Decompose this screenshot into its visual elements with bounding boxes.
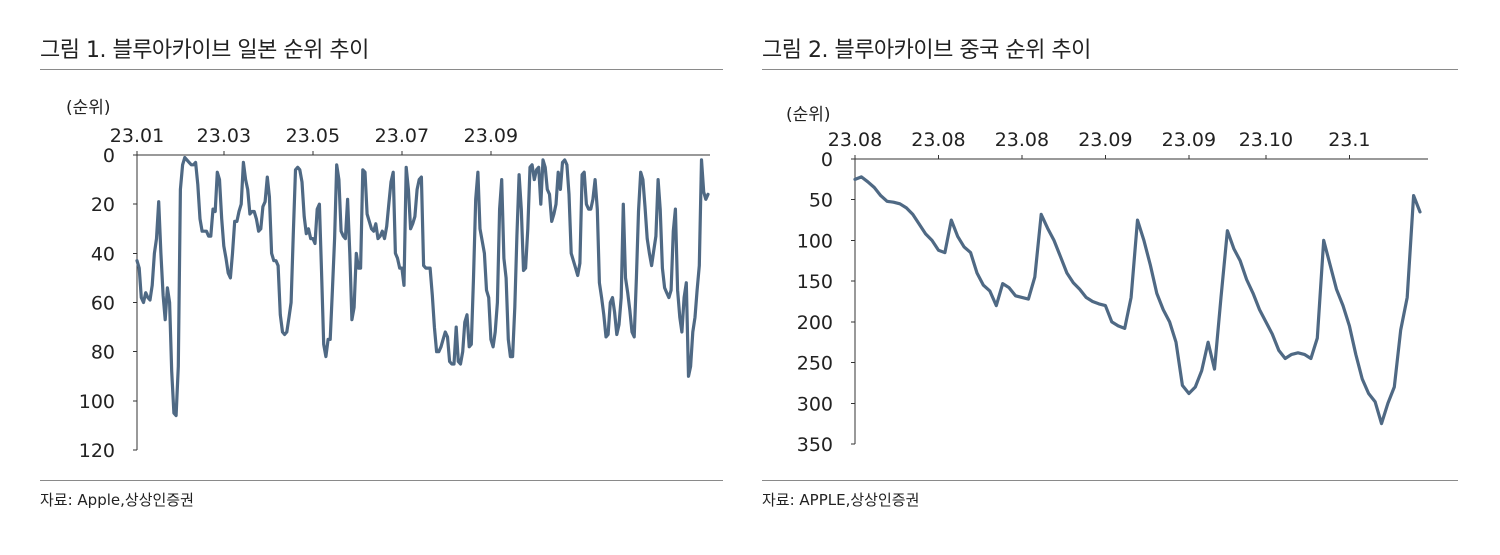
x-tick-label: 23.01 (110, 125, 164, 147)
y-tick-label: 40 (91, 243, 115, 265)
y-tick-label: 0 (821, 149, 833, 171)
x-tick-label: 23.08 (828, 129, 882, 151)
figure-1: 그림 1. 블루아카이브 일본 순위 추이 (순위) 0 20 40 60 80 100 1… (0, 0, 740, 555)
y-tick-label: 150 (797, 271, 833, 293)
y-tick-label: 50 (809, 190, 833, 212)
y-tick-label: 250 (797, 353, 833, 375)
x-tick-label: 23.1 (1328, 129, 1370, 151)
figure-1-title: 그림 1. 블루아카이브 일본 순위 추이 (40, 38, 369, 63)
x-tick-label: 23.10 (1239, 129, 1293, 151)
x-tick-label: 23.08 (995, 129, 1049, 151)
x-tick-label: 23.05 (286, 125, 340, 147)
y-tick-label: 200 (797, 312, 833, 334)
y-tick-label: 80 (91, 342, 115, 364)
y-tick-label: 120 (79, 440, 115, 462)
china-rank-line-chart: (순위) 0 50 100 150 200 250 300 350 23.08 23.08 23.0… (786, 105, 1428, 456)
x-tick-label: 23.09 (464, 125, 518, 147)
x-tick-label: 23.07 (375, 125, 429, 147)
x-tick-label: 23.08 (911, 129, 965, 151)
figure-2-top-rule (762, 69, 1458, 70)
figure-1-bottom-rule (40, 480, 723, 481)
figure-1-top-rule (40, 69, 723, 70)
y-tick-label: 100 (797, 230, 833, 252)
y-tick-label: 0 (103, 145, 115, 167)
series-line (853, 175, 1422, 426)
x-tick-label: 23.09 (1162, 129, 1216, 151)
chart-1-y-unit: (순위) (66, 98, 111, 118)
japan-rank-line-chart: (순위) 0 20 40 60 80 100 120 23.01 23.03 23.05 23.07… (66, 98, 710, 462)
y-tick-label: 20 (91, 194, 115, 216)
y-tick-label: 60 (91, 293, 115, 315)
series-line (135, 155, 710, 418)
figure-2-bottom-rule (762, 480, 1458, 481)
x-tick-label: 23.03 (197, 125, 251, 147)
chart-2-y-unit: (순위) (786, 105, 831, 125)
figure-2-source: 자료: APPLE,상상인증권 (762, 491, 920, 509)
figure-2-title: 그림 2. 블루아카이브 중국 순위 추이 (762, 38, 1091, 63)
y-tick-label: 350 (797, 434, 833, 456)
y-tick-label: 100 (79, 391, 115, 413)
figure-2: 그림 2. 블루아카이브 중국 순위 추이 (순위) 0 50 100 150 200 2… (740, 0, 1500, 555)
x-tick-label: 23.09 (1078, 129, 1132, 151)
figure-1-source: 자료: Apple,상상인증권 (40, 491, 194, 509)
y-tick-label: 300 (797, 393, 833, 415)
